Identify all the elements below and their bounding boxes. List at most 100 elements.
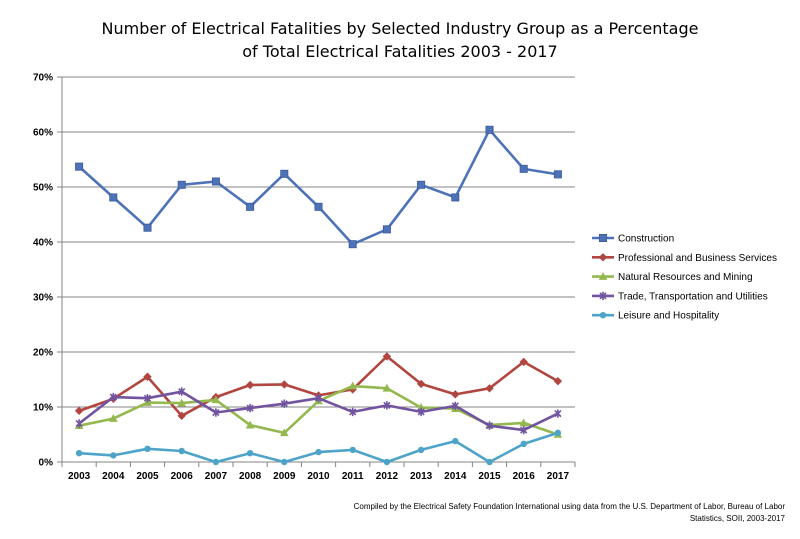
y-tick-label: 60%: [33, 128, 53, 139]
x-tick-label: 2006: [171, 471, 194, 482]
y-axis-tick-labels: 0% 10% 20% 30% 40% 50% 60% 70%: [33, 73, 53, 469]
x-tick-label: 2017: [547, 471, 570, 482]
legend-item: Professional and Business Services: [592, 253, 777, 264]
data-point: [382, 352, 392, 361]
data-point: [519, 418, 528, 427]
y-tick-label: 50%: [33, 183, 53, 194]
data-point: [280, 380, 289, 389]
legend-swatch-marker: [599, 291, 607, 301]
legend-swatch-marker: [599, 233, 608, 242]
y-tick-label: 0%: [39, 458, 54, 469]
x-tick-label: 2012: [376, 471, 399, 482]
series-0: [75, 125, 562, 249]
data-point: [382, 225, 391, 234]
data-point: [110, 452, 117, 459]
x-tick-label: 2004: [102, 471, 125, 482]
data-point: [486, 458, 493, 466]
x-tick-label: 2008: [239, 471, 262, 482]
data-point: [75, 419, 83, 428]
series-1: [74, 352, 563, 420]
data-point: [109, 193, 118, 202]
data-point: [143, 394, 152, 403]
data-point: [554, 409, 562, 418]
y-tick-label: 40%: [33, 238, 53, 249]
legend-label: Leisure and Hospitality: [618, 311, 719, 322]
data-point: [485, 384, 494, 393]
data-point: [315, 448, 322, 456]
data-point: [246, 202, 255, 211]
data-point: [212, 458, 220, 466]
data-point: [416, 379, 426, 389]
x-tick-label: 2014: [444, 471, 467, 482]
x-tick-label: 2013: [410, 471, 433, 482]
legend-item: Construction: [592, 234, 674, 245]
data-point: [554, 429, 562, 437]
data-point: [553, 376, 563, 386]
data-point: [280, 169, 289, 178]
data-point: [485, 421, 494, 430]
x-tick-label: 2010: [307, 471, 330, 482]
y-tick-label: 20%: [33, 348, 53, 359]
source-note: Compiled by the Electrical Safety Founda…: [354, 502, 786, 523]
data-point: [177, 180, 186, 189]
x-tick-label: 2011: [342, 471, 364, 482]
legend: Construction Professional and Business Se…: [592, 234, 777, 322]
data-point: [75, 162, 84, 171]
data-point: [245, 380, 255, 390]
plot-series: [74, 125, 563, 466]
data-point: [212, 408, 220, 417]
data-point: [144, 445, 151, 452]
source-note-line-2: Statistics, SOII, 2003-2017: [690, 514, 786, 523]
chart-title-line-2: of Total Electrical Fatalities 2003 - 20…: [242, 42, 557, 61]
legend-label: Construction: [618, 234, 674, 245]
data-point: [246, 450, 254, 457]
data-point: [281, 458, 288, 466]
x-tick-label: 2007: [205, 471, 228, 482]
data-point: [383, 458, 391, 466]
x-tick-label: 2009: [273, 471, 296, 482]
data-point: [417, 407, 425, 417]
data-point: [280, 428, 289, 437]
series-3: [75, 387, 562, 435]
data-point: [382, 383, 392, 392]
data-point: [417, 446, 425, 454]
gridlines: [62, 76, 575, 408]
data-point: [245, 420, 255, 429]
data-point: [451, 401, 459, 411]
x-axis-tick-labels: 2003 2004 2005 2006 2007 2008 2009 2010 2011 2012…: [68, 471, 569, 482]
data-point: [74, 406, 84, 416]
data-point: [211, 177, 220, 186]
data-point: [417, 180, 426, 189]
data-point: [314, 394, 323, 403]
legend-label: Professional and Business Services: [618, 253, 777, 264]
series-line: [79, 431, 559, 464]
source-note-line-1: Compiled by the Electrical Safety Founda…: [354, 502, 786, 511]
legend-label: Trade, Transportation and Utilities: [618, 291, 768, 302]
data-point: [348, 381, 357, 390]
data-point: [178, 447, 185, 455]
data-point: [109, 414, 118, 422]
legend-item: Natural Resources and Mining: [592, 272, 753, 283]
x-tick-label: 2003: [68, 471, 91, 482]
data-point: [451, 390, 460, 399]
data-point: [75, 450, 83, 457]
data-point: [143, 372, 152, 381]
legend-swatch-marker: [598, 253, 608, 262]
data-point: [520, 440, 527, 448]
data-point: [520, 425, 528, 435]
x-tick-label: 2005: [136, 471, 159, 482]
legend-swatch-marker: [598, 272, 608, 280]
data-point: [348, 240, 357, 249]
data-point: [383, 401, 391, 410]
data-point: [451, 193, 460, 202]
legend-item: Trade, Transportation and Utilities: [592, 291, 768, 302]
legend-item: Leisure and Hospitality: [592, 311, 719, 322]
series-4: [75, 429, 562, 466]
data-point: [177, 411, 186, 420]
data-point: [519, 164, 528, 173]
data-point: [485, 125, 494, 134]
y-tick-label: 70%: [33, 73, 53, 84]
data-point: [553, 170, 562, 179]
data-point: [109, 392, 117, 402]
